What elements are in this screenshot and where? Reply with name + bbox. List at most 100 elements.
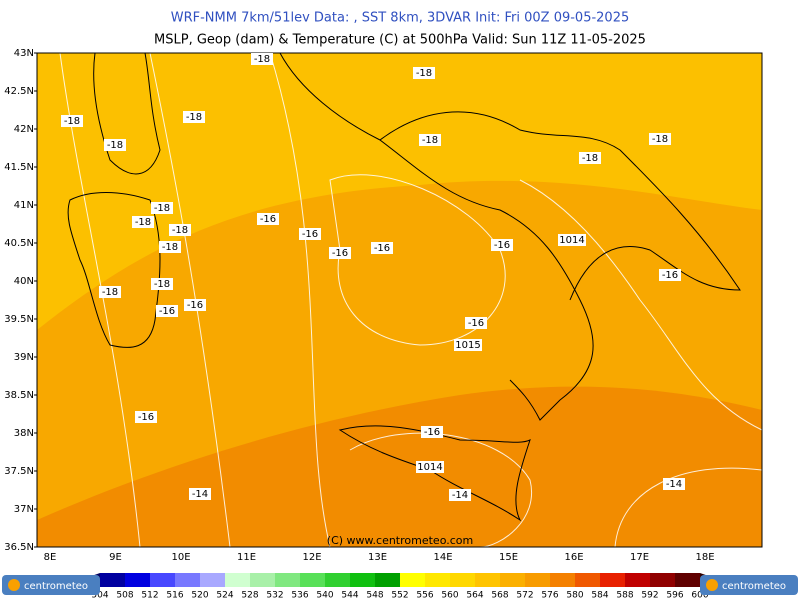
lon-label: 9E [109, 552, 122, 563]
contour-label: -18 [162, 242, 178, 253]
lat-label: 42.5N [4, 86, 34, 97]
colorbar-label: 556 [416, 591, 433, 601]
contour-label: -18 [416, 68, 432, 79]
lon-label: 12E [302, 552, 321, 563]
contour-label: -18 [172, 225, 188, 236]
lat-label: 38N [14, 428, 34, 439]
contour-label-bg [183, 111, 205, 123]
colorbar-box [625, 573, 650, 587]
lat-label: 42N [14, 124, 34, 135]
contour-label-bg [61, 115, 83, 127]
lat-label: 37.5N [4, 466, 34, 477]
contour-label-bg [299, 228, 321, 240]
lon-label: 10E [171, 552, 190, 563]
colorbar-label: 536 [291, 591, 308, 601]
contour-label-bg [251, 53, 273, 65]
colorbar-label: 576 [541, 591, 558, 601]
colorbar-label: 572 [516, 591, 533, 601]
colorbar-box [650, 573, 675, 587]
colorbar-label: 528 [241, 591, 258, 601]
contour-label-bg [151, 202, 173, 214]
contour-label-bg [649, 133, 671, 145]
contour-label: -18 [107, 140, 123, 151]
contour-label-bg [371, 242, 393, 254]
logo-right: centrometeo [700, 575, 798, 595]
colorbar-label: 588 [616, 591, 633, 601]
colorbar-label: 516 [166, 591, 183, 601]
colorbar-label: 584 [591, 591, 608, 601]
contour-label-bg [132, 216, 154, 228]
contour-label: -18 [102, 287, 118, 298]
contour-label-bg [491, 239, 513, 251]
band-low [37, 386, 762, 547]
logo-text: centrometeo [722, 581, 786, 592]
lat-label: 41.5N [4, 162, 34, 173]
lat-label: 40.5N [4, 238, 34, 249]
contour-label-bg [184, 299, 206, 311]
subtitle: MSLP, Geop (dam) & Temperature (C) at 50… [154, 33, 646, 48]
colorbar-box [250, 573, 275, 587]
colorbar-box [500, 573, 525, 587]
title: WRF-NMM 7km/51lev Data: , SST 8km, 3DVAR… [171, 11, 630, 26]
contour-label-bg [104, 139, 126, 151]
colorbar-label: 540 [316, 591, 333, 601]
logo-text: centrometeo [24, 581, 88, 592]
coastlines [67, 52, 741, 522]
copyright: (C) www.centrometeo.com [327, 534, 473, 547]
colorbar-label: 508 [116, 591, 133, 601]
contour-label-bg [413, 67, 435, 79]
colorbar-box [575, 573, 600, 587]
contour-label-bg [449, 489, 471, 501]
colorbar-box [400, 573, 425, 587]
contour-label-bg [329, 247, 351, 259]
contour-label: -16 [302, 229, 318, 240]
colorbar-label: 600 [691, 591, 708, 601]
lat-label: 39.5N [4, 314, 34, 325]
colorbar-box [300, 573, 325, 587]
contour-label-bg [257, 213, 279, 225]
colorbar-box [675, 573, 700, 587]
contour-label: -14 [452, 490, 468, 501]
lon-label: 8E [44, 552, 57, 563]
colorbar-label: 560 [441, 591, 458, 601]
map-area [36, 52, 763, 548]
lat-label: 36.5N [4, 542, 34, 553]
logo-left: centrometeo [2, 575, 100, 595]
colorbar-box [600, 573, 625, 587]
contour-label: -18 [64, 116, 80, 127]
colorbar-label: 592 [641, 591, 658, 601]
contour-label: -18 [254, 54, 270, 65]
colorbar-label: 524 [216, 591, 233, 601]
contour-label: -16 [494, 240, 510, 251]
contour-label: 1014 [417, 462, 442, 473]
colorbar-box [100, 573, 125, 587]
lon-label: 11E [237, 552, 256, 563]
colorbar: 504 508 512 516 520 524 528 532 536 540 544 548 552 5… [80, 573, 720, 601]
contour-label: -14 [666, 479, 682, 490]
contour-label: -18 [652, 134, 668, 145]
lon-label: 16E [564, 552, 583, 563]
contour-label: -16 [662, 270, 678, 281]
contour-label: -18 [186, 112, 202, 123]
contour-label: -16 [159, 306, 175, 317]
contour-label: -16 [374, 243, 390, 254]
colorbar-label: 564 [466, 591, 483, 601]
colorbar-label: 544 [341, 591, 358, 601]
contour-label-bg [156, 305, 178, 317]
contour-label-bg [663, 478, 685, 490]
contour-label-bg [659, 269, 681, 281]
colorbar-box [200, 573, 225, 587]
lat-label: 40N [14, 276, 34, 287]
colorbar-label: 520 [191, 591, 208, 601]
contour-label-bg [465, 317, 487, 329]
colorbar-label: 512 [141, 591, 158, 601]
colorbar-label: 504 [91, 591, 108, 601]
contour-label-bg [151, 278, 173, 290]
lon-label: 14E [433, 552, 452, 563]
contour-label: -18 [422, 135, 438, 146]
contour-label: -14 [192, 489, 208, 500]
contour-label: -16 [260, 214, 276, 225]
colorbar-label: 552 [391, 591, 408, 601]
lat-label: 41N [14, 200, 34, 211]
